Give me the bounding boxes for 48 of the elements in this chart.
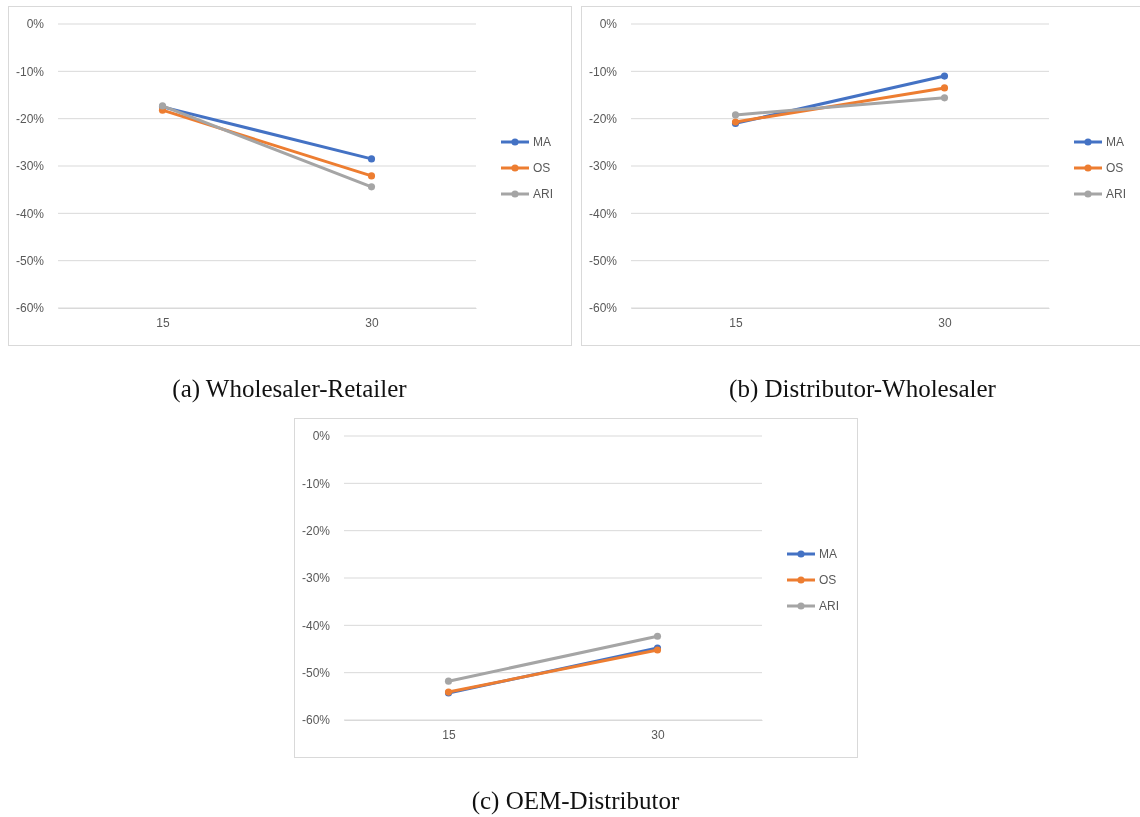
y-tick-label: -50% — [588, 254, 618, 269]
y-tick-label: -40% — [588, 206, 618, 221]
y-tick-label: -10% — [588, 64, 618, 79]
y-tick-label: -40% — [15, 206, 45, 221]
x-tick-label: 15 — [156, 315, 170, 330]
point — [653, 632, 662, 640]
y-tick-label: -60% — [301, 713, 331, 728]
legend-label: MA — [819, 547, 837, 561]
y-tick-label: -30% — [15, 159, 45, 174]
point — [444, 677, 453, 685]
y-tick-label: -20% — [588, 112, 618, 127]
legend-label: MA — [533, 135, 551, 149]
x-tick-label: 30 — [938, 315, 952, 330]
point — [940, 84, 949, 92]
x-tick-label: 15 — [729, 315, 743, 330]
y-tick-label: 0% — [26, 17, 45, 32]
y-tick-label: 0% — [312, 429, 331, 444]
y-tick-label: -20% — [15, 112, 45, 127]
point — [940, 72, 949, 80]
text: (a) Wholesaler-Retailer — [172, 375, 408, 403]
point — [367, 183, 376, 191]
x-tick-label: 15 — [442, 727, 456, 742]
point — [367, 172, 376, 180]
text: (b) Distributor-Wholesaler — [729, 375, 997, 403]
legend-label: ARI — [1106, 187, 1127, 201]
y-tick-label: -50% — [15, 254, 45, 269]
x-tick-label: 30 — [651, 727, 665, 742]
y-tick-label: -50% — [301, 666, 331, 681]
point — [731, 111, 740, 119]
y-tick-label: -10% — [15, 64, 45, 79]
legend-label: MA — [1106, 135, 1124, 149]
legend-label: ARI — [819, 599, 840, 613]
y-tick-label: -30% — [301, 571, 331, 586]
point — [940, 94, 949, 102]
y-tick-label: -30% — [588, 159, 618, 174]
legend-label: ARI — [533, 187, 554, 201]
legend-label: OS — [533, 161, 551, 175]
x-tick-label: 30 — [365, 315, 379, 330]
y-tick-label: -40% — [301, 618, 331, 633]
point — [367, 155, 376, 163]
y-tick-label: -10% — [301, 476, 331, 491]
y-tick-label: -20% — [301, 524, 331, 539]
legend-label: OS — [819, 573, 837, 587]
text: (c) OEM-Distributor — [471, 787, 680, 815]
y-tick-label: -60% — [15, 301, 45, 316]
legend-label: OS — [1106, 161, 1124, 175]
y-tick-label: 0% — [599, 17, 618, 32]
y-tick-label: -60% — [588, 301, 618, 316]
